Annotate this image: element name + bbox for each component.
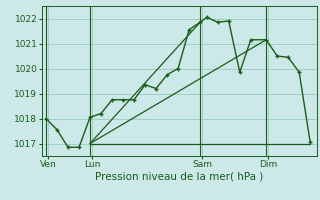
X-axis label: Pression niveau de la mer( hPa ): Pression niveau de la mer( hPa ) [95, 172, 263, 182]
